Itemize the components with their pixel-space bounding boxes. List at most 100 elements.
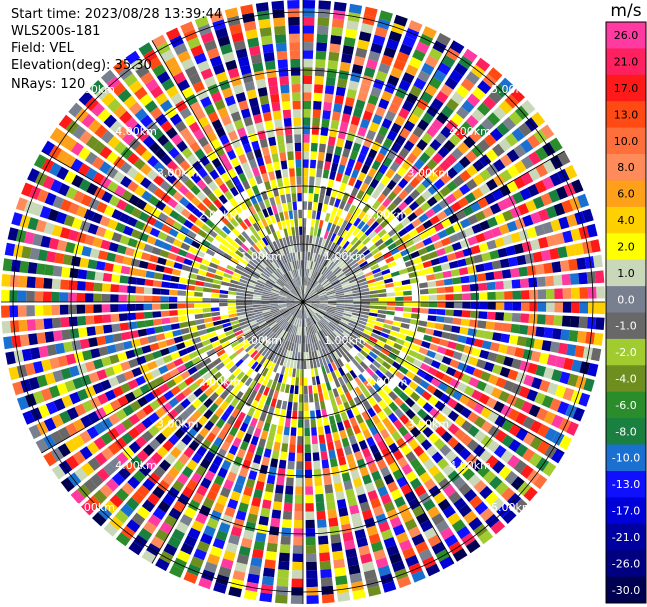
velocity-gate (152, 288, 161, 295)
velocity-gate (294, 385, 299, 395)
velocity-gate (152, 350, 162, 360)
velocity-gate (422, 426, 434, 438)
velocity-gate (301, 276, 303, 286)
velocity-gate (468, 274, 478, 283)
velocity-gate (239, 422, 249, 433)
velocity-gate (136, 277, 146, 286)
velocity-gate (165, 338, 176, 347)
velocity-gate (346, 272, 355, 279)
velocity-gate (453, 497, 467, 511)
velocity-gate (205, 218, 215, 229)
velocity-gate (119, 212, 130, 224)
velocity-gate (326, 222, 333, 232)
velocity-gate (24, 362, 36, 376)
velocity-gate (140, 163, 152, 176)
velocity-gate (227, 302, 236, 306)
velocity-gate (152, 311, 162, 318)
velocity-gate (187, 37, 201, 50)
velocity-gate (219, 353, 229, 362)
velocity-gate (320, 319, 327, 327)
velocity-gate (248, 565, 261, 576)
velocity-gate (275, 258, 282, 267)
velocity-gate (508, 423, 521, 437)
velocity-gate (134, 108, 148, 122)
velocity-gate (444, 286, 454, 293)
velocity-gate (284, 263, 289, 273)
velocity-gate (149, 254, 159, 263)
velocity-gate (590, 347, 602, 362)
velocity-gate (159, 167, 171, 179)
velocity-gate (292, 269, 297, 279)
velocity-gate (433, 329, 443, 338)
velocity-gate (307, 251, 311, 261)
velocity-gate (339, 321, 348, 327)
velocity-gate (353, 217, 362, 227)
velocity-gate (305, 528, 316, 537)
velocity-gate (104, 366, 115, 378)
velocity-gate (341, 174, 350, 184)
velocity-gate (357, 338, 367, 346)
velocity-gate (30, 347, 41, 360)
velocity-gate (80, 194, 93, 207)
velocity-gate (236, 475, 246, 486)
velocity-gate (347, 275, 357, 281)
velocity-gate (330, 397, 337, 407)
velocity-gate (257, 279, 266, 285)
velocity-gate (442, 464, 455, 477)
velocity-gate (374, 26, 388, 38)
colorbar-tick-label: 17.0 (614, 82, 639, 95)
velocity-gate (227, 168, 237, 179)
velocity-gate (122, 225, 134, 236)
velocity-gate (314, 401, 321, 411)
velocity-gate (290, 58, 301, 68)
velocity-gate (242, 180, 251, 190)
velocity-gate (179, 225, 190, 235)
velocity-gate (568, 330, 579, 342)
range-ring-label: 3.00km (157, 167, 199, 180)
velocity-gate (396, 51, 410, 64)
velocity-gate (180, 21, 195, 34)
velocity-gate (354, 328, 363, 335)
range-ring-label: 2.00km (366, 376, 408, 389)
velocity-gate (103, 229, 115, 240)
velocity-gate (303, 260, 305, 269)
velocity-gate (292, 308, 299, 316)
velocity-gate (496, 122, 510, 136)
velocity-gate (177, 79, 190, 92)
velocity-gate (286, 314, 293, 322)
velocity-gate (223, 272, 233, 279)
velocity-gate (90, 473, 104, 488)
velocity-gate (291, 83, 301, 93)
velocity-gate (23, 200, 36, 214)
velocity-gate (551, 448, 565, 464)
velocity-gate (297, 277, 301, 286)
velocity-gate (177, 50, 191, 63)
velocity-gate (297, 286, 301, 295)
colorbar-tick-label: -2.0 (615, 346, 636, 359)
velocity-gate (376, 18, 391, 30)
velocity-gate (330, 277, 338, 284)
velocity-gate (215, 362, 225, 371)
velocity-gate (280, 84, 290, 94)
velocity-gate (534, 224, 546, 237)
velocity-gate (116, 126, 129, 140)
velocity-gate (140, 177, 152, 189)
velocity-gate (268, 320, 276, 327)
velocity-gate (466, 439, 479, 452)
velocity-gate (119, 235, 130, 245)
velocity-gate (255, 265, 264, 273)
colorbar-swatch (606, 101, 646, 129)
velocity-gate (289, 306, 297, 312)
velocity-gate (439, 444, 452, 457)
velocity-gate (361, 291, 370, 296)
velocity-gate (384, 237, 394, 247)
velocity-gate (326, 345, 333, 354)
velocity-gate (48, 162, 62, 177)
velocity-gate (289, 270, 294, 279)
velocity-gate (344, 291, 353, 295)
velocity-gate (201, 224, 211, 233)
velocity-gate (389, 161, 400, 172)
velocity-gate (352, 265, 361, 272)
velocity-gate (349, 504, 360, 515)
velocity-gate (440, 262, 451, 271)
